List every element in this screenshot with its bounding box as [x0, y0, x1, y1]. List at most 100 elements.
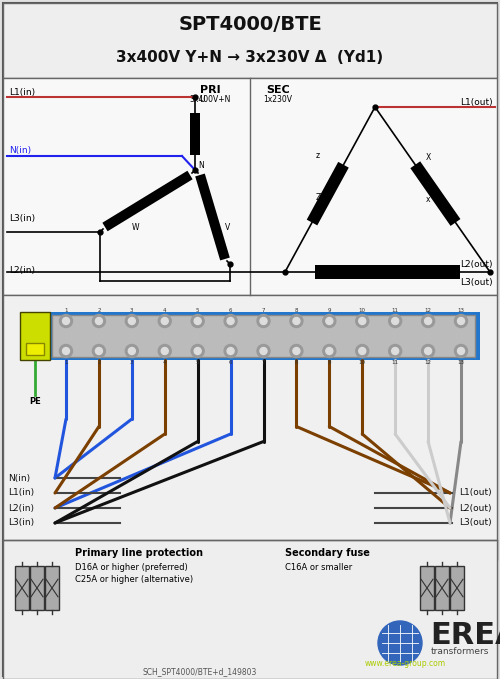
Circle shape	[359, 348, 366, 354]
Text: 9: 9	[328, 359, 331, 365]
Bar	[20, 312, 50, 360]
Text: 3: 3	[130, 308, 134, 312]
Circle shape	[290, 344, 303, 358]
Text: N(in): N(in)	[9, 147, 31, 155]
Text: 7: 7	[262, 308, 265, 312]
Text: PRI: PRI	[200, 85, 220, 95]
Text: L1(in): L1(in)	[8, 488, 34, 498]
Text: L2(in): L2(in)	[8, 504, 34, 513]
Bar	[20, 312, 480, 360]
Text: 12: 12	[424, 359, 432, 365]
Circle shape	[128, 318, 136, 325]
Circle shape	[293, 318, 300, 325]
Text: PE: PE	[29, 397, 41, 407]
Circle shape	[356, 314, 369, 327]
Text: 9: 9	[328, 308, 331, 312]
Text: 3x400V Y+N → 3x230V Δ  (Yd1): 3x400V Y+N → 3x230V Δ (Yd1)	[116, 50, 384, 65]
Bar	[3, 78, 497, 295]
Text: 7: 7	[262, 359, 265, 365]
Circle shape	[92, 344, 106, 358]
Text: L1(in): L1(in)	[9, 88, 35, 96]
Text: 4: 4	[163, 308, 166, 312]
Text: 5: 5	[196, 308, 200, 312]
Circle shape	[260, 348, 267, 354]
Text: 13: 13	[458, 359, 464, 365]
Text: D16A or higher (preferred): D16A or higher (preferred)	[75, 564, 188, 572]
Circle shape	[60, 314, 72, 327]
Circle shape	[257, 314, 270, 327]
Circle shape	[458, 348, 464, 354]
Text: Y: Y	[320, 270, 324, 280]
Text: www.erea-group.com: www.erea-group.com	[365, 659, 446, 669]
Circle shape	[359, 318, 366, 325]
Text: 8: 8	[294, 308, 298, 312]
Circle shape	[194, 348, 201, 354]
Polygon shape	[306, 162, 349, 225]
Text: 6: 6	[229, 308, 232, 312]
Text: 2: 2	[97, 359, 100, 365]
Text: U: U	[199, 96, 204, 105]
Circle shape	[323, 344, 336, 358]
Text: SCH_SPT4000/BTE+d_149803: SCH_SPT4000/BTE+d_149803	[143, 667, 257, 676]
Circle shape	[191, 344, 204, 358]
Bar	[3, 540, 497, 679]
Text: EREA: EREA	[430, 621, 500, 650]
Text: z: z	[316, 151, 320, 160]
Text: L2(out): L2(out)	[460, 504, 492, 513]
Circle shape	[454, 314, 468, 327]
Circle shape	[260, 318, 267, 325]
Circle shape	[62, 318, 70, 325]
Text: T: T	[448, 270, 452, 280]
Circle shape	[224, 344, 237, 358]
Text: 5: 5	[196, 359, 200, 365]
Text: L1(out): L1(out)	[460, 488, 492, 498]
Text: 8: 8	[294, 359, 298, 365]
Text: X: X	[426, 153, 431, 162]
Circle shape	[422, 314, 434, 327]
Text: L3(in): L3(in)	[8, 519, 34, 528]
Text: 3: 3	[130, 359, 134, 365]
Circle shape	[424, 348, 432, 354]
Text: L3(out): L3(out)	[460, 519, 492, 528]
Bar	[435, 566, 449, 610]
Bar	[30, 566, 44, 610]
Text: L1(out): L1(out)	[460, 98, 493, 107]
Circle shape	[128, 348, 136, 354]
Circle shape	[290, 314, 303, 327]
Polygon shape	[102, 170, 192, 232]
Circle shape	[326, 318, 333, 325]
Text: x: x	[426, 196, 430, 204]
Circle shape	[60, 344, 72, 358]
Text: N: N	[198, 160, 204, 170]
Text: 10: 10	[359, 308, 366, 312]
Circle shape	[422, 344, 434, 358]
Bar	[420, 566, 434, 610]
Circle shape	[227, 348, 234, 354]
Bar	[450, 566, 464, 610]
Circle shape	[191, 314, 204, 327]
Text: L2(in): L2(in)	[9, 265, 35, 274]
Text: 11: 11	[392, 308, 398, 312]
Text: Primary line protection: Primary line protection	[75, 548, 203, 558]
Text: 6: 6	[229, 359, 232, 365]
Bar	[3, 295, 497, 560]
Circle shape	[96, 348, 102, 354]
Circle shape	[126, 314, 138, 327]
Text: W: W	[132, 223, 140, 232]
Circle shape	[224, 314, 237, 327]
Text: 13: 13	[458, 308, 464, 312]
Circle shape	[161, 318, 168, 325]
Text: 10: 10	[359, 359, 366, 365]
Bar	[52, 315, 475, 357]
Circle shape	[161, 348, 168, 354]
Text: C25A or higher (alternative): C25A or higher (alternative)	[75, 576, 193, 585]
Circle shape	[326, 348, 333, 354]
Text: 3x400V+N: 3x400V+N	[190, 96, 230, 105]
Text: SEC: SEC	[266, 85, 290, 95]
Circle shape	[92, 314, 106, 327]
Circle shape	[323, 314, 336, 327]
Circle shape	[227, 318, 234, 325]
Circle shape	[392, 318, 398, 325]
Text: C16A or smaller: C16A or smaller	[285, 564, 352, 572]
Circle shape	[257, 344, 270, 358]
